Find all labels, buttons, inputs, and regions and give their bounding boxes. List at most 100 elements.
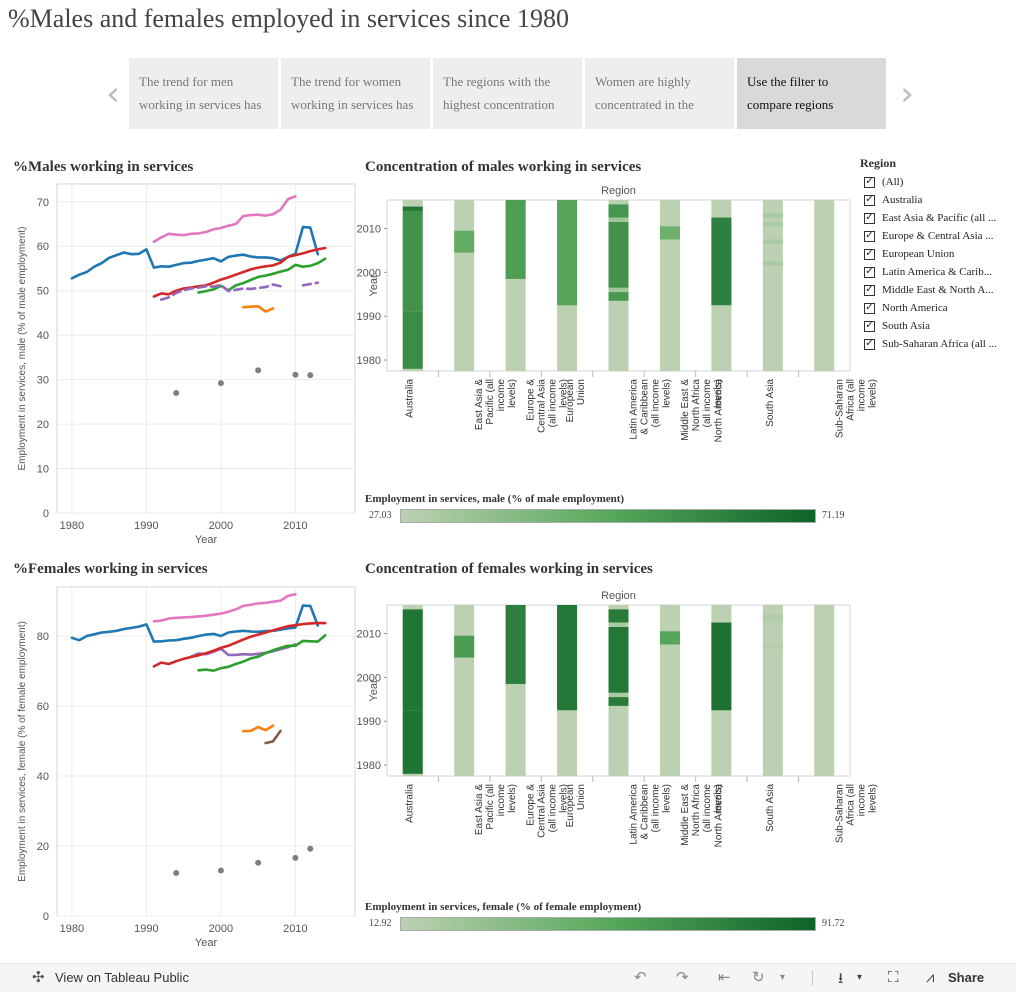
series-east-asia-pacific-line	[197, 634, 327, 672]
x-tick-label: 1980	[60, 520, 84, 532]
story-point-line: working in services has	[139, 97, 262, 112]
series-south-asia-point	[173, 869, 180, 876]
chevron-down-icon[interactable]: ▾	[780, 972, 786, 983]
heat-cell-middle-east-north-africa	[659, 226, 680, 240]
category-label-line: Africa (all	[845, 379, 856, 421]
heat-column-east-asia-pacific	[454, 200, 475, 371]
heat-cell-australia	[402, 210, 423, 312]
category-label-line: levels)	[559, 379, 570, 408]
series-european-union-line	[152, 246, 327, 298]
checkbox-checked-icon[interactable]: ✓	[864, 194, 875, 206]
category-label-line: Africa (all	[845, 784, 856, 826]
checkbox-checked-icon[interactable]: ✓	[864, 248, 875, 260]
undo-icon[interactable]: ↶	[634, 968, 647, 986]
story-point-1[interactable]: The trend for men working in services has	[129, 58, 278, 129]
checkbox-checked-icon[interactable]: ✓	[864, 266, 875, 278]
category-label-line: levels)	[713, 784, 724, 813]
x-tick-label: 1980	[60, 923, 84, 935]
y-tick-label: 70	[37, 197, 49, 209]
checkbox-checked-icon[interactable]: ✓	[864, 320, 875, 332]
y-tick-label: 40	[37, 330, 49, 342]
region-filter-item[interactable]: ✓ European Union	[864, 246, 954, 262]
heat-column-middle-east-north-africa	[659, 200, 680, 371]
x-axis-label: Year	[195, 534, 218, 546]
region-filter-label: Middle East & North A...	[882, 284, 994, 296]
region-filter-item[interactable]: ✓ East Asia & Pacific (all ...	[864, 210, 996, 226]
heat-cell-north-america	[711, 217, 732, 306]
series-south-asia-point	[217, 867, 224, 874]
region-filter-item[interactable]: ✓ Europe & Central Asia ...	[864, 228, 994, 244]
story-point-3[interactable]: The regions with the highest concentratio…	[433, 58, 582, 129]
category-label: South Asia	[765, 784, 776, 832]
story-point-line: Women are highly	[595, 74, 691, 89]
y-tick-label: 0	[43, 508, 49, 520]
x-tick-label: 2010	[283, 923, 307, 935]
category-label: Sub-SaharanAfrica (allincomelevels)	[834, 379, 878, 438]
category-label-line: income	[856, 784, 867, 817]
y-tick-label: 50	[37, 286, 49, 298]
region-filter-item[interactable]: ✓ (All)	[864, 174, 903, 190]
chevron-right-icon[interactable]: ›	[900, 74, 914, 114]
category-label-line: levels)	[713, 379, 724, 408]
download-icon[interactable]: ⭳	[838, 969, 844, 987]
males-line-title: %Males working in services	[13, 159, 194, 175]
category-label-line: Sub-Saharan	[834, 784, 845, 843]
region-filter-label: Latin America & Carib...	[882, 266, 992, 278]
checkbox-checked-icon[interactable]: ✓	[864, 176, 875, 188]
category-label-line: (all income	[548, 784, 559, 833]
checkbox-checked-icon[interactable]: ✓	[864, 302, 875, 314]
heat-cell-latin-america-caribbean	[608, 221, 629, 288]
checkbox-checked-icon[interactable]: ✓	[864, 230, 875, 242]
checkbox-checked-icon[interactable]: ✓	[864, 212, 875, 224]
revert-icon[interactable]: ⇤	[718, 968, 731, 986]
series-south-asia-point	[255, 367, 262, 374]
checkbox-checked-icon[interactable]: ✓	[864, 338, 875, 350]
story-point-2[interactable]: The trend for women working in services h…	[281, 58, 430, 129]
heat-cell-latin-america-caribbean	[608, 609, 629, 623]
males-colorbar	[400, 509, 816, 523]
fullscreen-icon[interactable]: ⛶	[888, 968, 899, 986]
category-label-line: levels)	[867, 784, 878, 813]
category-label-line: Latin America	[629, 379, 640, 440]
category-label-line: income	[496, 784, 507, 817]
heat-cell-europe-central-asia	[505, 605, 526, 684]
x-tick-label: 2010	[283, 520, 307, 532]
share-button[interactable]: Share	[948, 970, 985, 985]
checkbox-checked-icon[interactable]: ✓	[864, 284, 875, 296]
heat-cell-latin-america-caribbean	[608, 292, 629, 301]
refresh-icon[interactable]: ↻	[752, 968, 765, 986]
story-point-5[interactable]: Use the filter to compare regions	[737, 58, 886, 129]
heat-cell-latin-america-caribbean	[608, 217, 629, 222]
story-point-line: compare regions	[747, 97, 834, 112]
region-filter-item[interactable]: ✓ South Asia	[864, 318, 930, 334]
x-tick-label: 2000	[209, 923, 233, 935]
category-label: North America	[713, 379, 724, 443]
story-point-4[interactable]: Women are highly concentrated in the	[585, 58, 734, 129]
category-label-line: levels)	[507, 784, 518, 813]
x-tick-label: 1990	[134, 923, 158, 935]
females-heat-title: Concentration of females working in serv…	[365, 561, 653, 577]
region-filter-item[interactable]: ✓ Australia	[864, 192, 922, 208]
series-south-asia-point	[307, 845, 314, 852]
view-on-tableau-link[interactable]: View on Tableau Public	[55, 970, 189, 985]
heat-column-middle-east-north-africa	[659, 605, 680, 776]
region-filter-title: Region	[860, 156, 896, 170]
region-filter-label: North America	[882, 302, 948, 314]
series-south-asia-point	[173, 389, 180, 396]
heat-cell-south-asia	[762, 618, 783, 623]
region-filter-label: East Asia & Pacific (all ...	[882, 212, 997, 224]
region-filter-item[interactable]: ✓ Middle East & North A...	[864, 282, 994, 298]
redo-icon[interactable]: ↷	[676, 968, 689, 986]
story-point-line: concentrated in the	[595, 97, 694, 112]
region-filter-label: South Asia	[882, 320, 930, 332]
category-label-line: (all income	[651, 784, 662, 833]
download-chevron-icon[interactable]: ▾	[857, 972, 863, 983]
y-axis-label: Year	[368, 274, 380, 297]
region-filter-item[interactable]: ✓ Sub-Saharan Africa (all ...	[864, 336, 997, 352]
share-icon[interactable]: ⩘	[926, 968, 935, 986]
region-filter-item[interactable]: ✓ Latin America & Carib...	[864, 264, 992, 280]
chevron-left-icon[interactable]: ‹	[106, 74, 120, 114]
females-colorbar-label: Employment in services, female (% of fem…	[365, 901, 642, 913]
region-filter-item[interactable]: ✓ North America	[864, 300, 948, 316]
heat-cell-european-union	[557, 605, 578, 711]
